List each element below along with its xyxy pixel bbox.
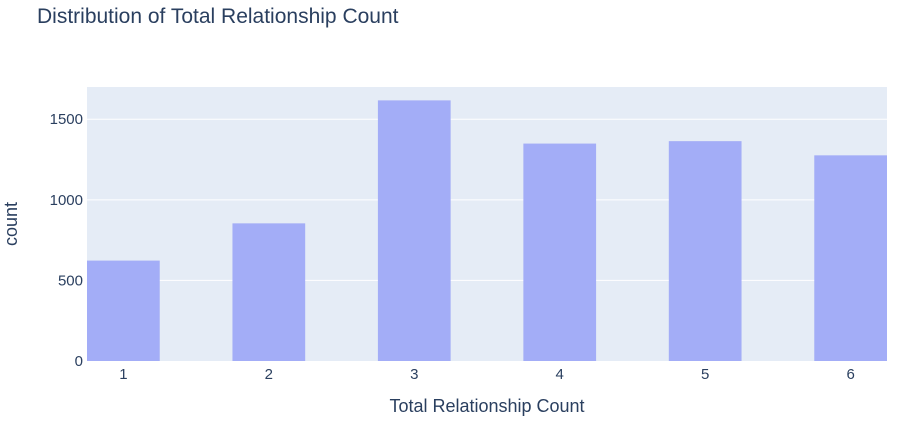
bar-3[interactable] [377,100,451,361]
bar-4[interactable] [523,143,597,361]
x-tick-label: 4 [556,366,564,383]
x-tick-label: 6 [846,366,854,383]
x-tick-label: 2 [265,366,273,383]
x-tick-label: 1 [119,366,127,383]
bar-6[interactable] [814,155,887,361]
x-tick-label: 5 [701,366,709,383]
plot-background [87,87,887,361]
chart-title: Distribution of Total Relationship Count [37,5,399,28]
y-tick-label: 500 [58,272,83,289]
y-axis-ticks: 0 500 1000 1500 [50,111,83,370]
gridlines [87,118,887,281]
x-axis-ticks: 1 2 3 4 5 6 [119,366,855,383]
bar-5[interactable] [668,141,742,361]
x-axis-title: Total Relationship Count [389,396,584,416]
bars [87,100,887,361]
x-tick-label: 3 [410,366,418,383]
y-tick-label: 1000 [50,192,83,209]
bar-1[interactable] [87,260,160,361]
bar-2[interactable] [232,223,306,361]
y-tick-label: 1500 [50,111,83,128]
y-tick-label: 0 [75,353,83,370]
y-axis-title: count [1,202,21,246]
